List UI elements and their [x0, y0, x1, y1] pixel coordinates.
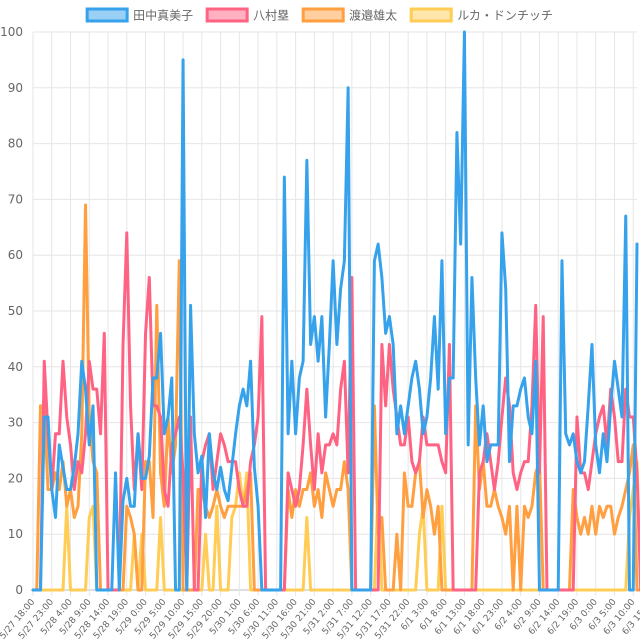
- legend-swatch: [409, 7, 453, 23]
- y-tick-label: 70: [8, 192, 23, 206]
- legend-label: ルカ・ドンチッチ: [457, 9, 553, 23]
- legend-item[interactable]: 田中真美子: [85, 7, 193, 23]
- legend-swatch: [85, 7, 129, 23]
- legend-item[interactable]: 渡邉雄太: [301, 7, 397, 23]
- y-tick-label: 30: [8, 416, 23, 430]
- legend-label: 八村塁: [253, 9, 289, 23]
- legend-label: 渡邉雄太: [349, 8, 397, 23]
- legend-swatch: [301, 7, 345, 23]
- legend-item[interactable]: 八村塁: [205, 7, 289, 23]
- legend-swatch: [205, 7, 249, 23]
- legend-item[interactable]: ルカ・ドンチッチ: [409, 7, 553, 23]
- y-tick-label: 10: [8, 527, 23, 541]
- y-tick-label: 60: [8, 248, 23, 262]
- series-line-2: [31, 203, 640, 592]
- y-tick-label: 0: [15, 583, 23, 597]
- y-tick-label: 20: [8, 471, 23, 485]
- legend-label: 田中真美子: [133, 8, 193, 23]
- legend: 田中真美子 八村塁 渡邉雄太 ルカ・ドンチッチ: [85, 7, 553, 23]
- y-tick-label: 100: [0, 25, 23, 39]
- y-tick-label: 90: [8, 81, 23, 95]
- x-axis: 5/27 18:005/27 23:005/28 4:005/28 9:005/…: [0, 597, 640, 640]
- series-lines: [31, 30, 640, 592]
- y-tick-label: 40: [8, 360, 23, 374]
- y-axis: 0 10 20 30 40 50 60 70 80 90 100: [0, 25, 23, 597]
- y-tick-label: 80: [8, 137, 23, 151]
- y-tick-label: 50: [8, 304, 23, 318]
- series-line-0: [31, 30, 639, 592]
